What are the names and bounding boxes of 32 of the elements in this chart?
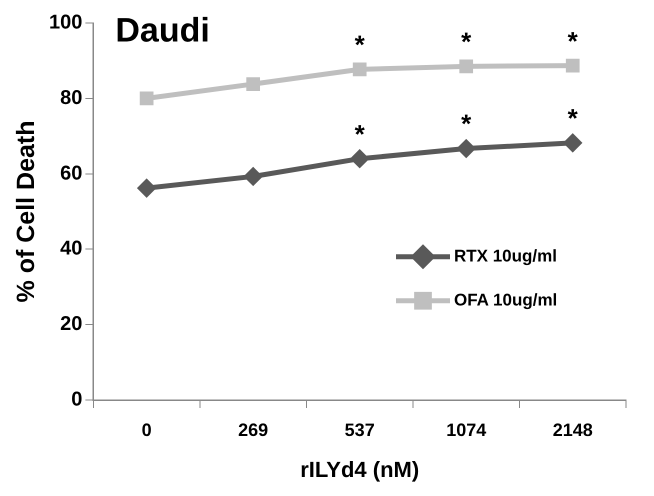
point bbox=[350, 149, 370, 168]
y-tick-label: 60 bbox=[60, 162, 82, 184]
annotation: * bbox=[568, 26, 579, 56]
chart-title: Daudi bbox=[115, 11, 210, 50]
point bbox=[352, 62, 367, 76]
y-tick-label: 40 bbox=[60, 238, 82, 260]
annotation: * bbox=[461, 108, 472, 139]
point bbox=[563, 133, 582, 152]
point bbox=[566, 58, 580, 72]
annotation: * bbox=[354, 118, 366, 149]
point bbox=[456, 139, 476, 158]
y-tick-label: 80 bbox=[60, 86, 82, 109]
point bbox=[244, 166, 263, 186]
legend-label: RTX 10ug/ml bbox=[454, 246, 557, 266]
x-tick-label: 269 bbox=[238, 420, 268, 440]
legend-label: OFA 10ug/ml bbox=[454, 290, 558, 310]
annotation: * bbox=[461, 26, 472, 57]
x-axis-title: rILYd4 (nM) bbox=[300, 456, 420, 482]
y-tick-label: 20 bbox=[60, 313, 82, 336]
annotation: * bbox=[354, 30, 366, 60]
point bbox=[459, 59, 474, 74]
point bbox=[246, 77, 260, 91]
point bbox=[140, 92, 154, 106]
y-axis-title: % of Cell Death bbox=[12, 120, 40, 302]
x-tick-label: 0 bbox=[142, 420, 152, 440]
x-tick-label: 2148 bbox=[552, 420, 593, 440]
x-tick-label: 1074 bbox=[446, 420, 486, 440]
x-tick-label: 537 bbox=[344, 420, 375, 440]
annotation: * bbox=[568, 103, 579, 134]
y-tick-label: 0 bbox=[71, 388, 82, 411]
y-tick-label: 100 bbox=[48, 12, 82, 34]
point bbox=[137, 178, 156, 198]
